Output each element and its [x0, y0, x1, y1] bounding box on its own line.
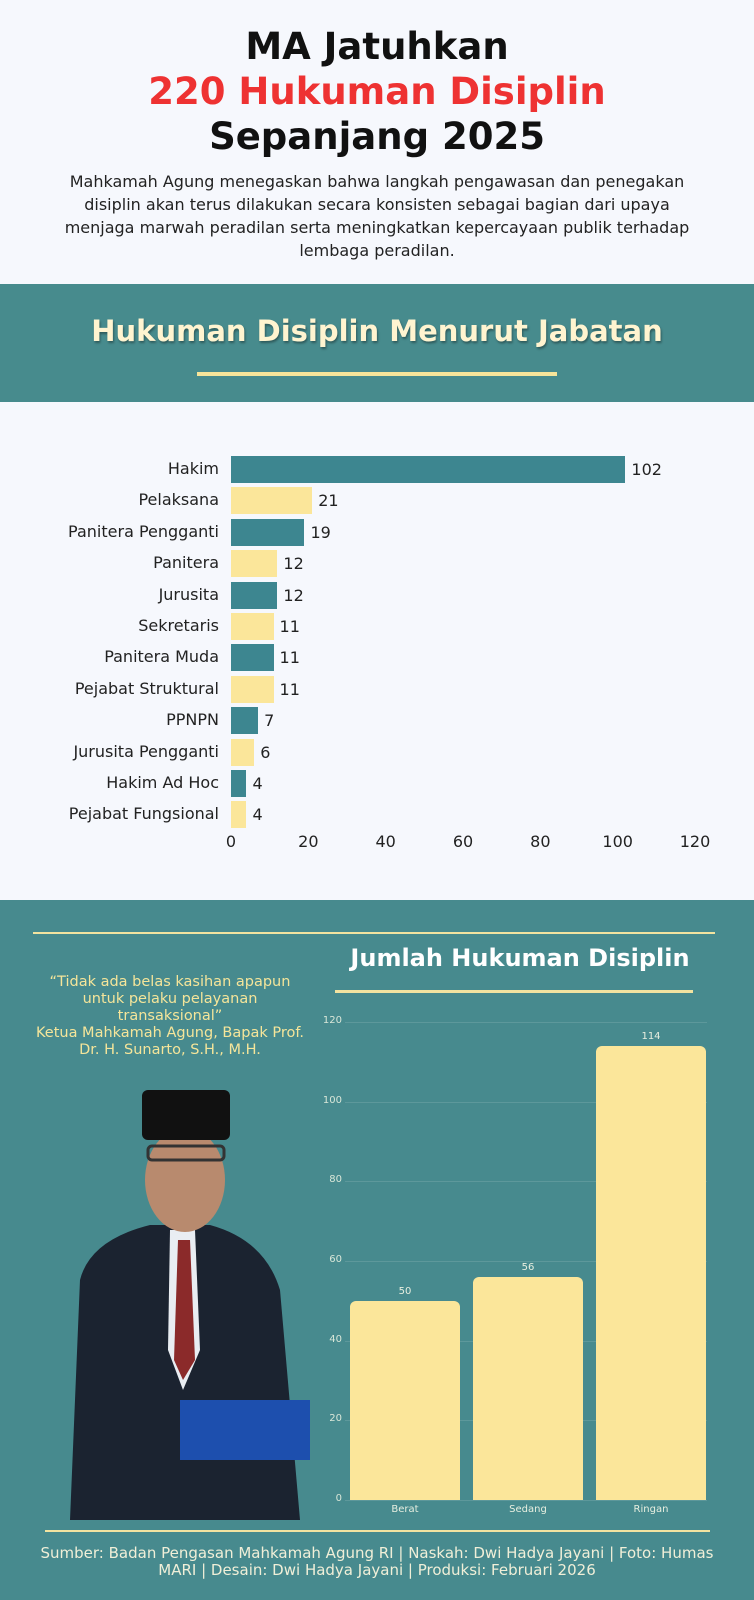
bar-label: Jurusita Pengganti: [73, 741, 219, 761]
bar-value: 21: [318, 491, 339, 511]
gridline: [345, 1022, 707, 1023]
chart1-title: Hukuman Disiplin Menurut Jabatan: [91, 314, 663, 348]
divider: [45, 1530, 710, 1532]
quote-text: “Tidak ada belas kasihan apapun untuk pe…: [49, 974, 291, 1024]
bar: [231, 770, 247, 797]
title-line-1: MA Jatuhkan: [245, 25, 509, 68]
y-tick-label: 80: [329, 1174, 342, 1186]
bar-label: Pejabat Fungsional: [68, 804, 219, 824]
bar-value: 11: [279, 617, 300, 636]
divider: [33, 932, 715, 934]
x-tick-label: Berat: [391, 1504, 419, 1515]
bar-label: Panitera Muda: [104, 647, 219, 667]
bar-value: 11: [279, 679, 300, 699]
bar-label: Hakim Ad Hoc: [106, 773, 219, 792]
bar: [231, 644, 274, 672]
x-tick-label: 0: [225, 832, 237, 851]
y-tick-label: 100: [322, 1094, 342, 1106]
bar: [231, 456, 626, 483]
bar: [231, 613, 274, 640]
gridline: [345, 1261, 707, 1262]
bar: [231, 801, 247, 829]
bar-value: 6: [260, 742, 271, 762]
y-tick-label: 0: [335, 1493, 342, 1504]
bar-label: Panitera Pengganti: [68, 521, 219, 541]
bar-value: 102: [631, 460, 662, 479]
title-line-3: Sepanjang 2025: [209, 115, 545, 158]
x-tick-label: 120: [679, 832, 711, 851]
bar-value: 4: [252, 774, 263, 793]
bar-label: Sekretaris: [138, 616, 219, 635]
bar: [231, 675, 274, 703]
gridline: [345, 1101, 707, 1103]
bar: [231, 707, 259, 735]
footer-credits: Sumber: Badan Pengasan Mahkamah Agung RI…: [40, 1544, 714, 1579]
quote: “Tidak ada belas kasihan apapun untuk pe…: [30, 974, 310, 1059]
bar: [596, 1045, 706, 1500]
bar: [350, 1300, 460, 1500]
x-tick-label: 20: [298, 832, 319, 851]
bar-value: 56: [521, 1261, 535, 1273]
bar: [231, 518, 305, 546]
bar: [231, 487, 313, 515]
bar: [231, 550, 278, 578]
bar-label: Hakim: [167, 459, 219, 478]
intro-text: Mahkamah Agung menegaskan bahwa langkah …: [64, 172, 690, 260]
bar: [231, 738, 255, 766]
x-tick-label: 80: [530, 832, 551, 851]
x-tick-label: Ringan: [633, 1504, 669, 1515]
divider: [197, 372, 557, 376]
bar-value: 11: [279, 648, 300, 668]
bar-value: 19: [310, 522, 331, 542]
bar: [231, 581, 278, 609]
portrait-photo: [70, 1090, 310, 1520]
bar: [473, 1276, 583, 1500]
chart2-title: Jumlah Hukuman Disiplin: [350, 944, 690, 972]
y-tick-label: 20: [329, 1413, 342, 1425]
bar-value: 4: [252, 805, 263, 825]
bar-label: Pelaksana: [138, 490, 219, 510]
section-band: Hukuman Disiplin Menurut Jabatan: [0, 284, 754, 402]
y-tick-label: 120: [322, 1015, 342, 1026]
x-tick-label: 60: [452, 832, 474, 851]
y-tick-label: 40: [329, 1333, 342, 1345]
bar-value: 114: [641, 1030, 661, 1042]
gridline: [345, 1500, 707, 1501]
gridline: [345, 1181, 707, 1183]
x-tick-label: 40: [375, 832, 396, 851]
quote-attribution: Ketua Mahkamah Agung, Bapak Prof. Dr. H.…: [35, 1025, 305, 1058]
bar-value: 12: [283, 585, 304, 605]
bar-label: Panitera: [153, 553, 219, 573]
bar-label: PPNPN: [166, 710, 219, 730]
x-tick-label: Sedang: [509, 1504, 547, 1515]
divider: [335, 990, 693, 993]
y-tick-label: 60: [329, 1254, 342, 1265]
title-line-2: 220 Hukuman Disiplin: [148, 70, 606, 113]
bar-value: 7: [264, 711, 275, 731]
bar-label: Jurusita: [158, 584, 219, 604]
bar-value: 12: [283, 554, 304, 574]
bar-label: Pejabat Struktural: [74, 678, 219, 698]
bar-value: 50: [398, 1285, 412, 1297]
x-tick-label: 100: [602, 832, 633, 851]
